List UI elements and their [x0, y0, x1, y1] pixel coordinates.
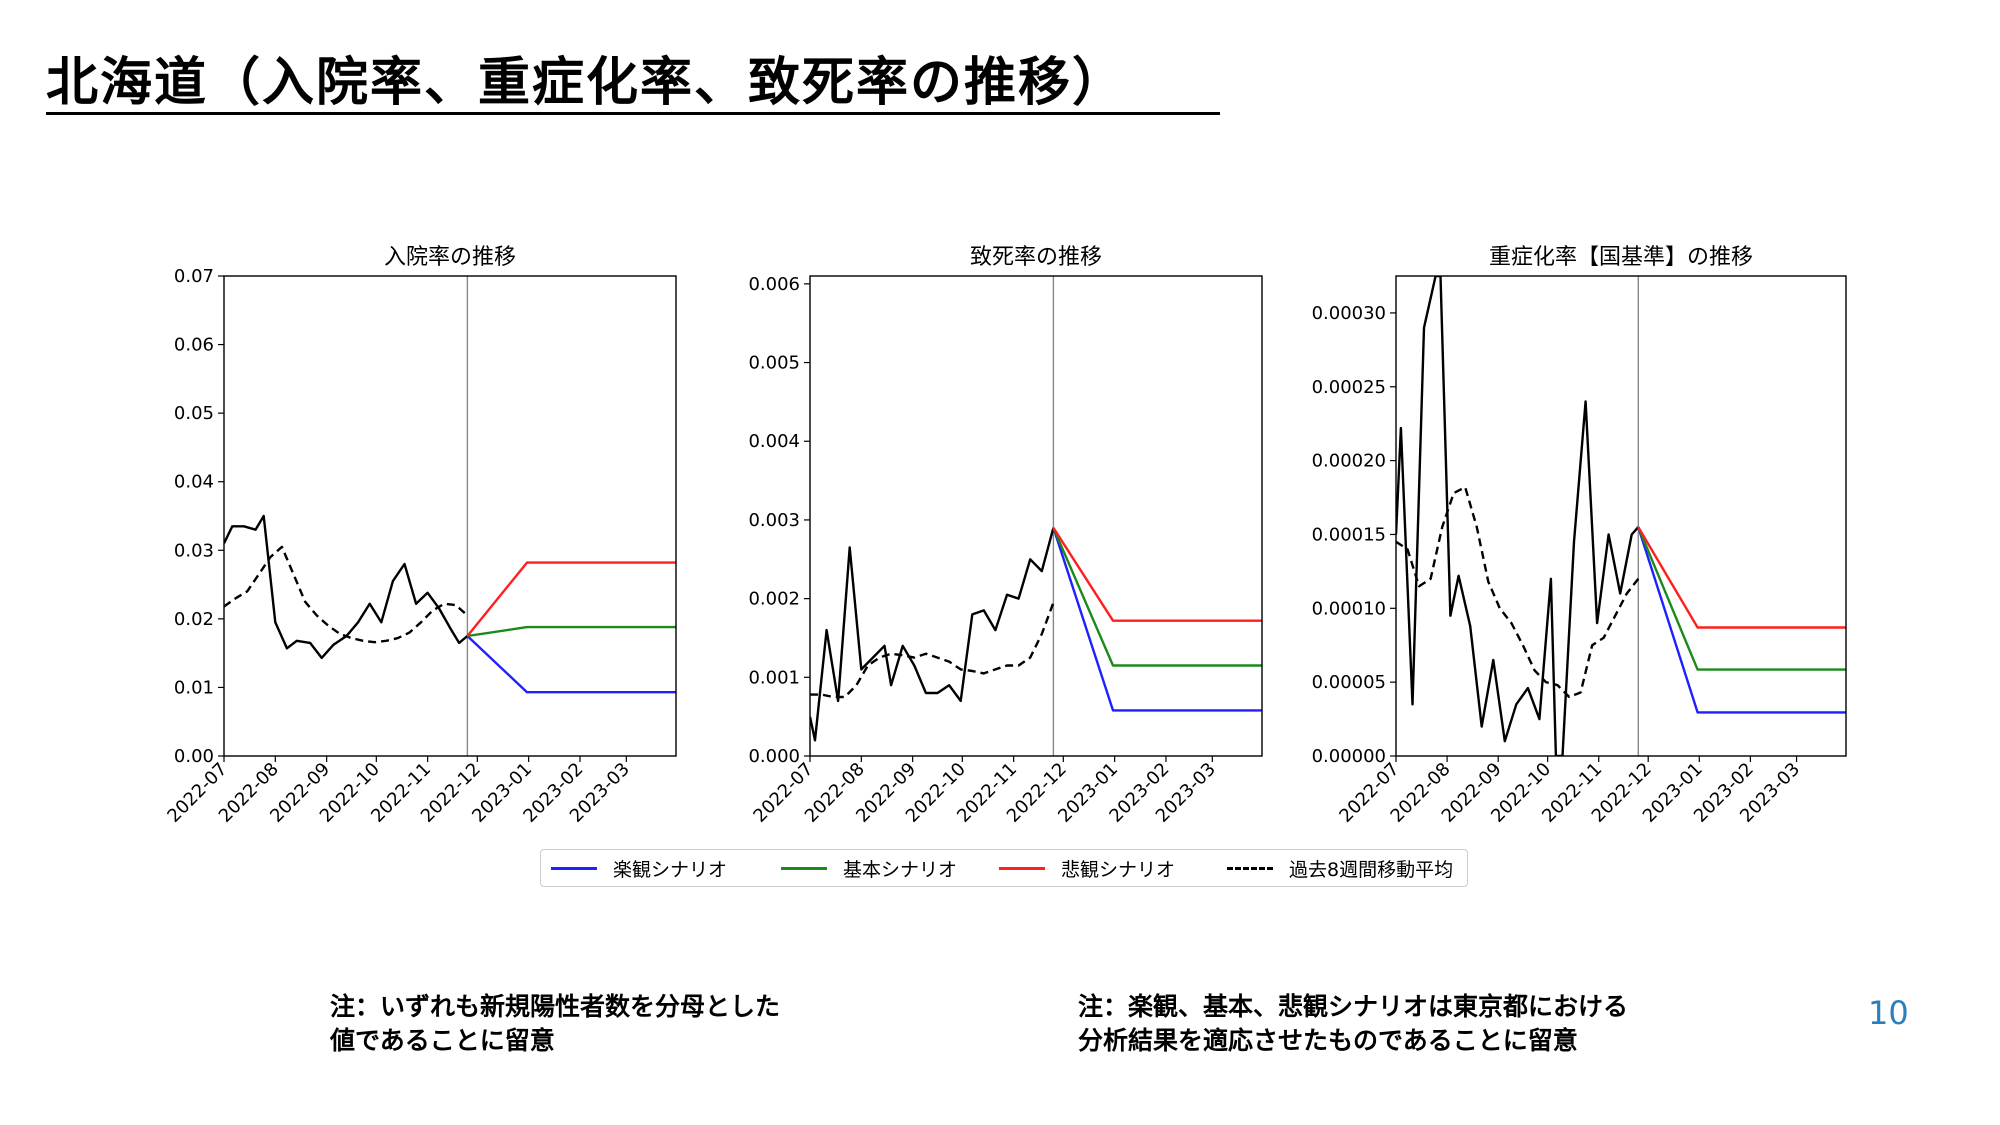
y-tick-label: 0.006 — [748, 274, 800, 295]
series-pessimistic — [466, 561, 676, 637]
page-number: 10 — [1868, 994, 1909, 1032]
note-left-line-2: 値であることに留意 — [330, 1026, 555, 1055]
y-tick-label: 0.00 — [174, 746, 214, 767]
plot-frame — [223, 275, 677, 757]
plot-frame — [809, 275, 1263, 757]
legend-item-base: 基本シナリオ — [781, 850, 957, 886]
fatality-rate-chart: 致死率の推移 0.000 0.001 0.002 0.003 0.004 0.005 0.00… — [712, 236, 1272, 856]
legend-item-optimistic: 楽観シナリオ — [551, 850, 727, 886]
note-right: 注：楽観、基本、悲観シナリオは東京都における 分析結果を適応させたものであること… — [1078, 990, 1628, 1058]
y-tick-label: 0.00015 — [1312, 524, 1386, 545]
y-tick-label: 0.01 — [174, 677, 214, 698]
y-tick-label: 0.02 — [174, 609, 214, 630]
y-tick-label: 0.03 — [174, 540, 214, 561]
y-tick-label: 0.004 — [748, 431, 800, 452]
y-tick-label: 0.00020 — [1312, 451, 1386, 472]
series-base — [1052, 527, 1262, 667]
y-tick-label: 0.005 — [748, 353, 800, 374]
y-tick-label: 0.07 — [174, 266, 214, 287]
legend-item-pessimistic: 悲観シナリオ — [999, 850, 1175, 886]
chart-legend: 楽観シナリオ 基本シナリオ 悲観シナリオ 過去8週間移動平均 — [540, 849, 1468, 887]
title-underline — [46, 112, 1220, 115]
legend-label-moving-average: 過去8週間移動平均 — [1289, 858, 1454, 881]
note-left: 注：いずれも新規陽性者数を分母とした 値であることに留意 — [330, 990, 780, 1058]
series-optimistic — [1052, 527, 1262, 712]
legend-swatch-base — [781, 866, 827, 870]
legend-swatch-optimistic — [551, 866, 597, 870]
series-actual — [1396, 276, 1640, 756]
y-tick-label: 0.000 — [748, 746, 800, 767]
fatality-rate-chart-svg: 致死率の推移 0.000 0.001 0.002 0.003 0.004 0.005 0.00… — [748, 245, 1263, 827]
series-pessimistic — [1052, 527, 1262, 622]
series-actual — [810, 527, 1055, 742]
series-optimistic — [466, 635, 676, 694]
hospitalization-rate-chart-svg: 入院率の推移0.000.010.020.030.040.050.060.0720… — [163, 245, 677, 827]
y-tick-label: 0.003 — [748, 510, 800, 531]
chart-title: 致死率の推移 — [970, 245, 1102, 270]
y-tick-label: 0.05 — [174, 403, 214, 424]
y-tick-label: 0.04 — [174, 472, 214, 493]
severity-rate-chart: 重症化率【国基準】の推移 0.00000 0.00005 0.00010 0.00015… — [1296, 236, 1856, 856]
legend-item-moving-average: 過去8週間移動平均 — [1227, 850, 1453, 886]
series-base — [467, 625, 676, 638]
plot-frame — [1395, 275, 1847, 757]
series-pessimistic — [1637, 526, 1846, 629]
y-tick-label: 0.06 — [174, 335, 214, 356]
severity-rate-chart-svg: 重症化率【国基準】の推移 0.00000 0.00005 0.00010 0.00015… — [1312, 245, 1847, 827]
y-tick-label: 0.002 — [748, 589, 800, 610]
y-tick-label: 0.001 — [748, 667, 800, 688]
note-right-line-1: 注：楽観、基本、悲観シナリオは東京都における — [1078, 992, 1629, 1021]
y-tick-label: 0.00030 — [1312, 303, 1386, 324]
legend-label-base: 基本シナリオ — [843, 858, 958, 881]
chart-title: 重症化率【国基準】の推移 — [1489, 245, 1753, 270]
hospitalization-rate-chart: 入院率の推移 0.00 0.01 0.02 0.03 0.04 0.05 0.06 0.07 20… — [126, 236, 686, 856]
y-tick-label: 0.00000 — [1312, 746, 1386, 767]
page-title: 北海道（入院率、重症化率、致死率の推移） — [46, 53, 1127, 113]
y-tick-label: 0.00005 — [1312, 672, 1386, 693]
series-moving-average — [810, 602, 1055, 699]
note-right-line-2: 分析結果を適応させたものであることに留意 — [1078, 1026, 1578, 1055]
note-left-line-1: 注：いずれも新規陽性者数を分母とした — [330, 992, 781, 1021]
legend-label-optimistic: 楽観シナリオ — [613, 858, 728, 881]
series-moving-average — [224, 545, 469, 644]
legend-swatch-pessimistic — [999, 866, 1045, 870]
chart-title: 入院率の推移 — [384, 245, 516, 270]
series-moving-average — [1396, 485, 1640, 699]
legend-swatch-moving-average — [1227, 866, 1273, 870]
y-tick-label: 0.00010 — [1312, 598, 1386, 619]
series-base — [1637, 526, 1846, 671]
series-optimistic — [1637, 526, 1846, 714]
y-tick-label: 0.00025 — [1312, 377, 1386, 398]
legend-label-pessimistic: 悲観シナリオ — [1061, 858, 1176, 881]
